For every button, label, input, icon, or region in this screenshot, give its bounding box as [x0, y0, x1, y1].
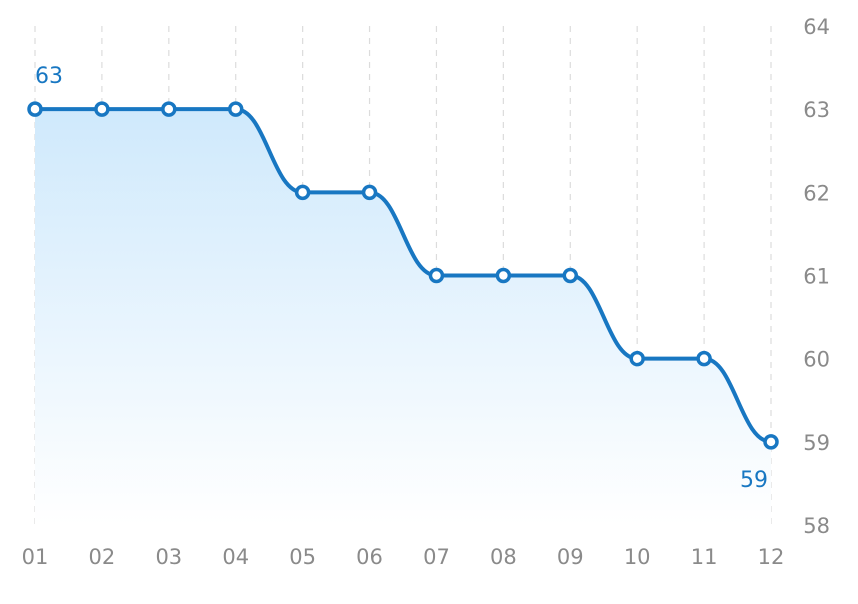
data-point-03 — [161, 101, 177, 117]
data-point-11 — [696, 350, 712, 367]
x-axis-ticks: 01 02 03 04 05 06 07 08 09 10 11 12 — [22, 545, 785, 569]
x-tick-label: 05 — [289, 545, 316, 569]
data-points — [27, 101, 779, 450]
x-tick-label: 02 — [89, 545, 116, 569]
data-labels: 63 59 — [35, 64, 768, 493]
x-tick-label: 10 — [624, 545, 651, 569]
data-point-05 — [294, 184, 311, 201]
data-point-06 — [361, 184, 378, 201]
y-tick-label: 63 — [803, 98, 830, 122]
x-tick-label: 08 — [490, 545, 517, 569]
area-fill — [35, 109, 771, 526]
x-tick-label: 03 — [155, 545, 182, 569]
data-point-04 — [227, 101, 244, 117]
x-tick-label: 06 — [356, 545, 383, 569]
y-tick-label: 61 — [803, 265, 830, 289]
x-tick-label: 09 — [557, 545, 584, 569]
x-tick-label: 01 — [22, 545, 49, 569]
y-tick-label: 60 — [803, 348, 830, 372]
y-tick-label: 64 — [803, 15, 830, 39]
x-tick-label: 11 — [691, 545, 718, 569]
data-point-10 — [629, 350, 645, 367]
x-tick-label: 04 — [222, 545, 249, 569]
x-tick-label: 07 — [423, 545, 450, 569]
data-point-09 — [562, 267, 579, 284]
data-point-12 — [763, 434, 779, 450]
data-label: 59 — [740, 468, 768, 493]
data-point-08 — [495, 267, 512, 284]
y-tick-label: 58 — [803, 514, 830, 538]
y-tick-label: 59 — [803, 431, 830, 455]
data-point-02 — [94, 101, 110, 117]
y-tick-label: 62 — [803, 181, 830, 205]
x-tick-label: 12 — [758, 545, 785, 569]
data-point-07 — [428, 267, 445, 284]
data-point-01 — [27, 101, 43, 117]
data-label: 63 — [35, 64, 63, 89]
y-axis-ticks: 58 59 60 61 62 63 64 — [803, 15, 830, 538]
